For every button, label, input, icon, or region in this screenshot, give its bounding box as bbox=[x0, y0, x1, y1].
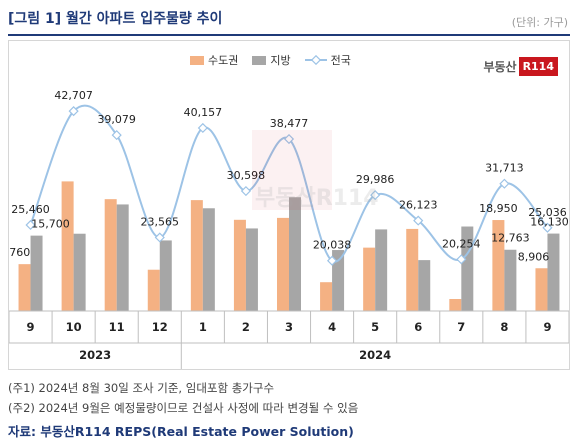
unit-label: (단위: 가구) bbox=[511, 16, 568, 29]
legend-line-marker-icon bbox=[304, 55, 327, 65]
line-data-label: 40,157 bbox=[184, 106, 223, 119]
legend-label-national: 전국 bbox=[330, 54, 351, 67]
bar-capital-4 bbox=[190, 200, 203, 311]
line-data-label: 42,707 bbox=[54, 89, 93, 102]
line-data-label: 31,713 bbox=[485, 162, 524, 175]
line-point-12 bbox=[542, 222, 553, 233]
bar-capital-0 bbox=[18, 264, 31, 311]
bar-capital-3 bbox=[147, 269, 160, 311]
x-tick-label: 5 bbox=[371, 320, 379, 334]
chart-legend: 수도권 지방 전국 bbox=[190, 52, 365, 68]
bar-capital-8 bbox=[363, 247, 376, 311]
line-point-7 bbox=[326, 255, 338, 266]
source-credit: 자료: 부동산R114 REPS(Real Estate Power Solut… bbox=[8, 424, 354, 439]
footnote-2: (주2) 2024년 9월은 예정물량이므로 건설사 사정에 따라 변경될 수 … bbox=[8, 401, 359, 415]
bar-data-label: 8,906 bbox=[518, 250, 550, 263]
line-point-2 bbox=[111, 129, 122, 141]
bar-region-7 bbox=[332, 250, 345, 311]
line-data-label: 29,986 bbox=[356, 173, 395, 186]
line-data-label: 23,565 bbox=[141, 215, 180, 228]
x-tick-label: 6 bbox=[414, 320, 422, 334]
x-tick-label: 2 bbox=[242, 320, 250, 334]
legend-item-region: 지방 bbox=[252, 52, 291, 68]
bar-region-2 bbox=[116, 204, 129, 311]
brand-logo-badge: R114 bbox=[518, 57, 558, 76]
chart-frame: 9 10 11 12 1 2 3 4 5 6 7 8 9 2023 2024 25,460 42,707 39,0… bbox=[8, 40, 570, 370]
x-tick-label: 4 bbox=[328, 320, 336, 334]
bar-capital-6 bbox=[277, 217, 289, 311]
year-label: 2024 bbox=[359, 348, 391, 362]
watermark-text: 부동산R114 bbox=[255, 186, 379, 211]
brand-logo-text: 부동산 bbox=[483, 60, 517, 74]
bar-data-label: 15,700 bbox=[31, 218, 70, 231]
bar-region-9 bbox=[418, 260, 431, 311]
page-title: [그림 1] 월간 아파트 입주물량 추이 bbox=[8, 11, 223, 27]
x-tick-label: 8 bbox=[500, 320, 508, 334]
bar-capital-10 bbox=[449, 299, 462, 311]
x-tick-label: 12 bbox=[152, 320, 168, 334]
line-data-label: 26,123 bbox=[399, 199, 438, 212]
line-data-label: 30,598 bbox=[227, 169, 266, 182]
legend-swatch-region bbox=[252, 55, 267, 65]
bar-data-label: 18,950 bbox=[479, 202, 518, 215]
line-data-label: 20,038 bbox=[313, 239, 352, 252]
x-tick-label: 3 bbox=[285, 320, 293, 334]
bar-region-3 bbox=[159, 240, 172, 311]
bar-capital-5 bbox=[233, 219, 246, 311]
line-point-4 bbox=[197, 122, 208, 134]
line-point-3 bbox=[154, 232, 165, 243]
legend-item-capital: 수도권 bbox=[190, 52, 238, 68]
legend-label-region: 지방 bbox=[270, 54, 291, 67]
bar-region-1 bbox=[73, 233, 86, 311]
title-divider bbox=[8, 34, 570, 36]
bar-capital-2 bbox=[104, 199, 117, 311]
line-point-1 bbox=[68, 106, 79, 117]
line-point-9 bbox=[413, 215, 424, 226]
watermark-logo bbox=[252, 130, 332, 210]
line-data-label: 38,477 bbox=[270, 117, 309, 130]
year-label: 2023 bbox=[79, 348, 111, 362]
legend-swatch-capital bbox=[190, 55, 204, 65]
x-tick-label: 9 bbox=[27, 320, 35, 334]
bar-region-0 bbox=[30, 235, 43, 311]
brand-logo: 부동산 R114 bbox=[483, 57, 558, 76]
bar-data-label: 12,763 bbox=[491, 232, 530, 245]
x-tick-label: 7 bbox=[457, 320, 465, 334]
line-data-label: 39,079 bbox=[97, 113, 136, 126]
bar-region-8 bbox=[375, 229, 388, 311]
legend-item-national: 전국 bbox=[304, 52, 351, 68]
bar-region-12 bbox=[547, 233, 560, 311]
bar-capital-12 bbox=[535, 268, 548, 311]
line-data-label: 25,036 bbox=[528, 206, 567, 219]
line-point-8 bbox=[370, 190, 381, 201]
bar-capital-9 bbox=[406, 228, 419, 311]
x-tick-label: 11 bbox=[109, 320, 125, 334]
bar-region-11 bbox=[504, 249, 517, 311]
line-point-6 bbox=[283, 133, 295, 145]
bar-region-6 bbox=[289, 197, 301, 311]
bar-region-4 bbox=[202, 208, 215, 311]
line-point-0 bbox=[25, 219, 36, 231]
line-data-label: 20,254 bbox=[442, 237, 481, 250]
bar-region-5 bbox=[245, 228, 258, 311]
x-tick-label: 10 bbox=[66, 320, 82, 334]
line-point-10 bbox=[456, 254, 467, 265]
bar-capital-11 bbox=[492, 220, 505, 311]
legend-label-capital: 수도권 bbox=[208, 54, 239, 67]
line-point-5 bbox=[240, 185, 252, 197]
bar-capital-7 bbox=[320, 282, 333, 311]
x-tick-label: 9 bbox=[543, 320, 551, 334]
bar-data-label: 16,130 bbox=[530, 216, 569, 229]
footnote-1: (주1) 2024년 8월 30일 조사 기준, 임대포함 총가구수 bbox=[8, 381, 275, 395]
bar-capital-1 bbox=[61, 181, 74, 311]
line-point-11 bbox=[499, 178, 510, 189]
bar-data-label: 9,760 bbox=[9, 246, 30, 259]
x-tick-label: 1 bbox=[199, 320, 207, 334]
line-data-label: 25,460 bbox=[11, 203, 50, 216]
